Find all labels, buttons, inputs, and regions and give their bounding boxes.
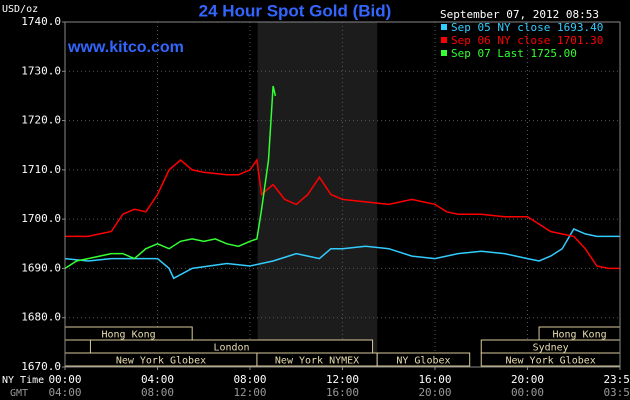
x-tick-label: 12:00 bbox=[326, 373, 359, 386]
y-tick-label: 1730.0 bbox=[21, 64, 61, 77]
x2-tick-label: 16:00 bbox=[326, 386, 359, 399]
x2-tick-label: 08:00 bbox=[141, 386, 174, 399]
y-tick-label: 1670.0 bbox=[21, 360, 61, 373]
x2-axis-label: GMT bbox=[10, 388, 28, 399]
y-tick-label: 1700.0 bbox=[21, 212, 61, 225]
session-box bbox=[376, 352, 471, 367]
session-label: New York Globex bbox=[505, 356, 595, 367]
y-tick-label: 1720.0 bbox=[21, 114, 61, 127]
x-tick-label: 04:00 bbox=[141, 373, 174, 386]
series-line bbox=[64, 85, 277, 270]
x2-tick-label: 04:00 bbox=[48, 386, 81, 399]
x-tick-label: 16:00 bbox=[418, 373, 451, 386]
plot-background bbox=[257, 22, 378, 367]
site-label: www.kitco.com bbox=[67, 39, 184, 56]
x-tick-label: 08:00 bbox=[233, 373, 266, 386]
plot-frame bbox=[64, 21, 621, 368]
session-label: New York NYMEX bbox=[275, 356, 359, 367]
session-label: Hong Kong bbox=[552, 330, 606, 341]
legend-swatch bbox=[441, 50, 447, 56]
legend-label: Sep 05 NY close 1693.40 bbox=[451, 21, 603, 34]
legend-swatch bbox=[441, 24, 447, 30]
session-label: London bbox=[213, 343, 249, 354]
legend-swatch bbox=[441, 37, 447, 43]
chart-title: 24 Hour Spot Gold (Bid) bbox=[199, 1, 392, 20]
x-tick-label: 23:59 bbox=[603, 373, 630, 386]
y-tick-label: 1680.0 bbox=[21, 311, 61, 324]
timestamp: September 07, 2012 08:53 bbox=[440, 8, 599, 21]
session-label: NY Globex bbox=[396, 356, 450, 367]
series-line bbox=[65, 157, 620, 270]
y-axis-label: USD/oz bbox=[2, 4, 38, 15]
series-line bbox=[64, 228, 620, 280]
sessions: Hong Kong Hong Kong London Sydney New York G… bbox=[64, 326, 621, 367]
y-tick-label: 1740.0 bbox=[21, 15, 61, 28]
legend-label: Sep 06 NY close 1701.30 bbox=[451, 34, 603, 47]
y-tick-label: 1690.0 bbox=[21, 261, 61, 274]
session-label: New York Globex bbox=[116, 356, 206, 367]
x2-tick-label: 20:00 bbox=[418, 386, 451, 399]
x2-tick-label: 03:59 bbox=[603, 386, 630, 399]
x-axis-label: NY Time bbox=[2, 375, 44, 386]
legend-label: Sep 07 Last 1725.00 bbox=[451, 47, 577, 60]
axes: 1670.0 1680.0 1690.0 1700.0 1710.0 1720.0 1730… bbox=[21, 15, 630, 399]
x-tick-label: 20:00 bbox=[511, 373, 544, 386]
x2-tick-label: 00:00 bbox=[511, 386, 544, 399]
y-tick-label: 1710.0 bbox=[21, 163, 61, 176]
x-tick-label: 00:00 bbox=[48, 373, 81, 386]
x2-tick-label: 12:00 bbox=[233, 386, 266, 399]
highlight-band bbox=[257, 22, 378, 367]
session-label: Hong Kong bbox=[102, 330, 156, 341]
session-label: Sydney bbox=[533, 343, 569, 354]
lines bbox=[64, 85, 620, 280]
